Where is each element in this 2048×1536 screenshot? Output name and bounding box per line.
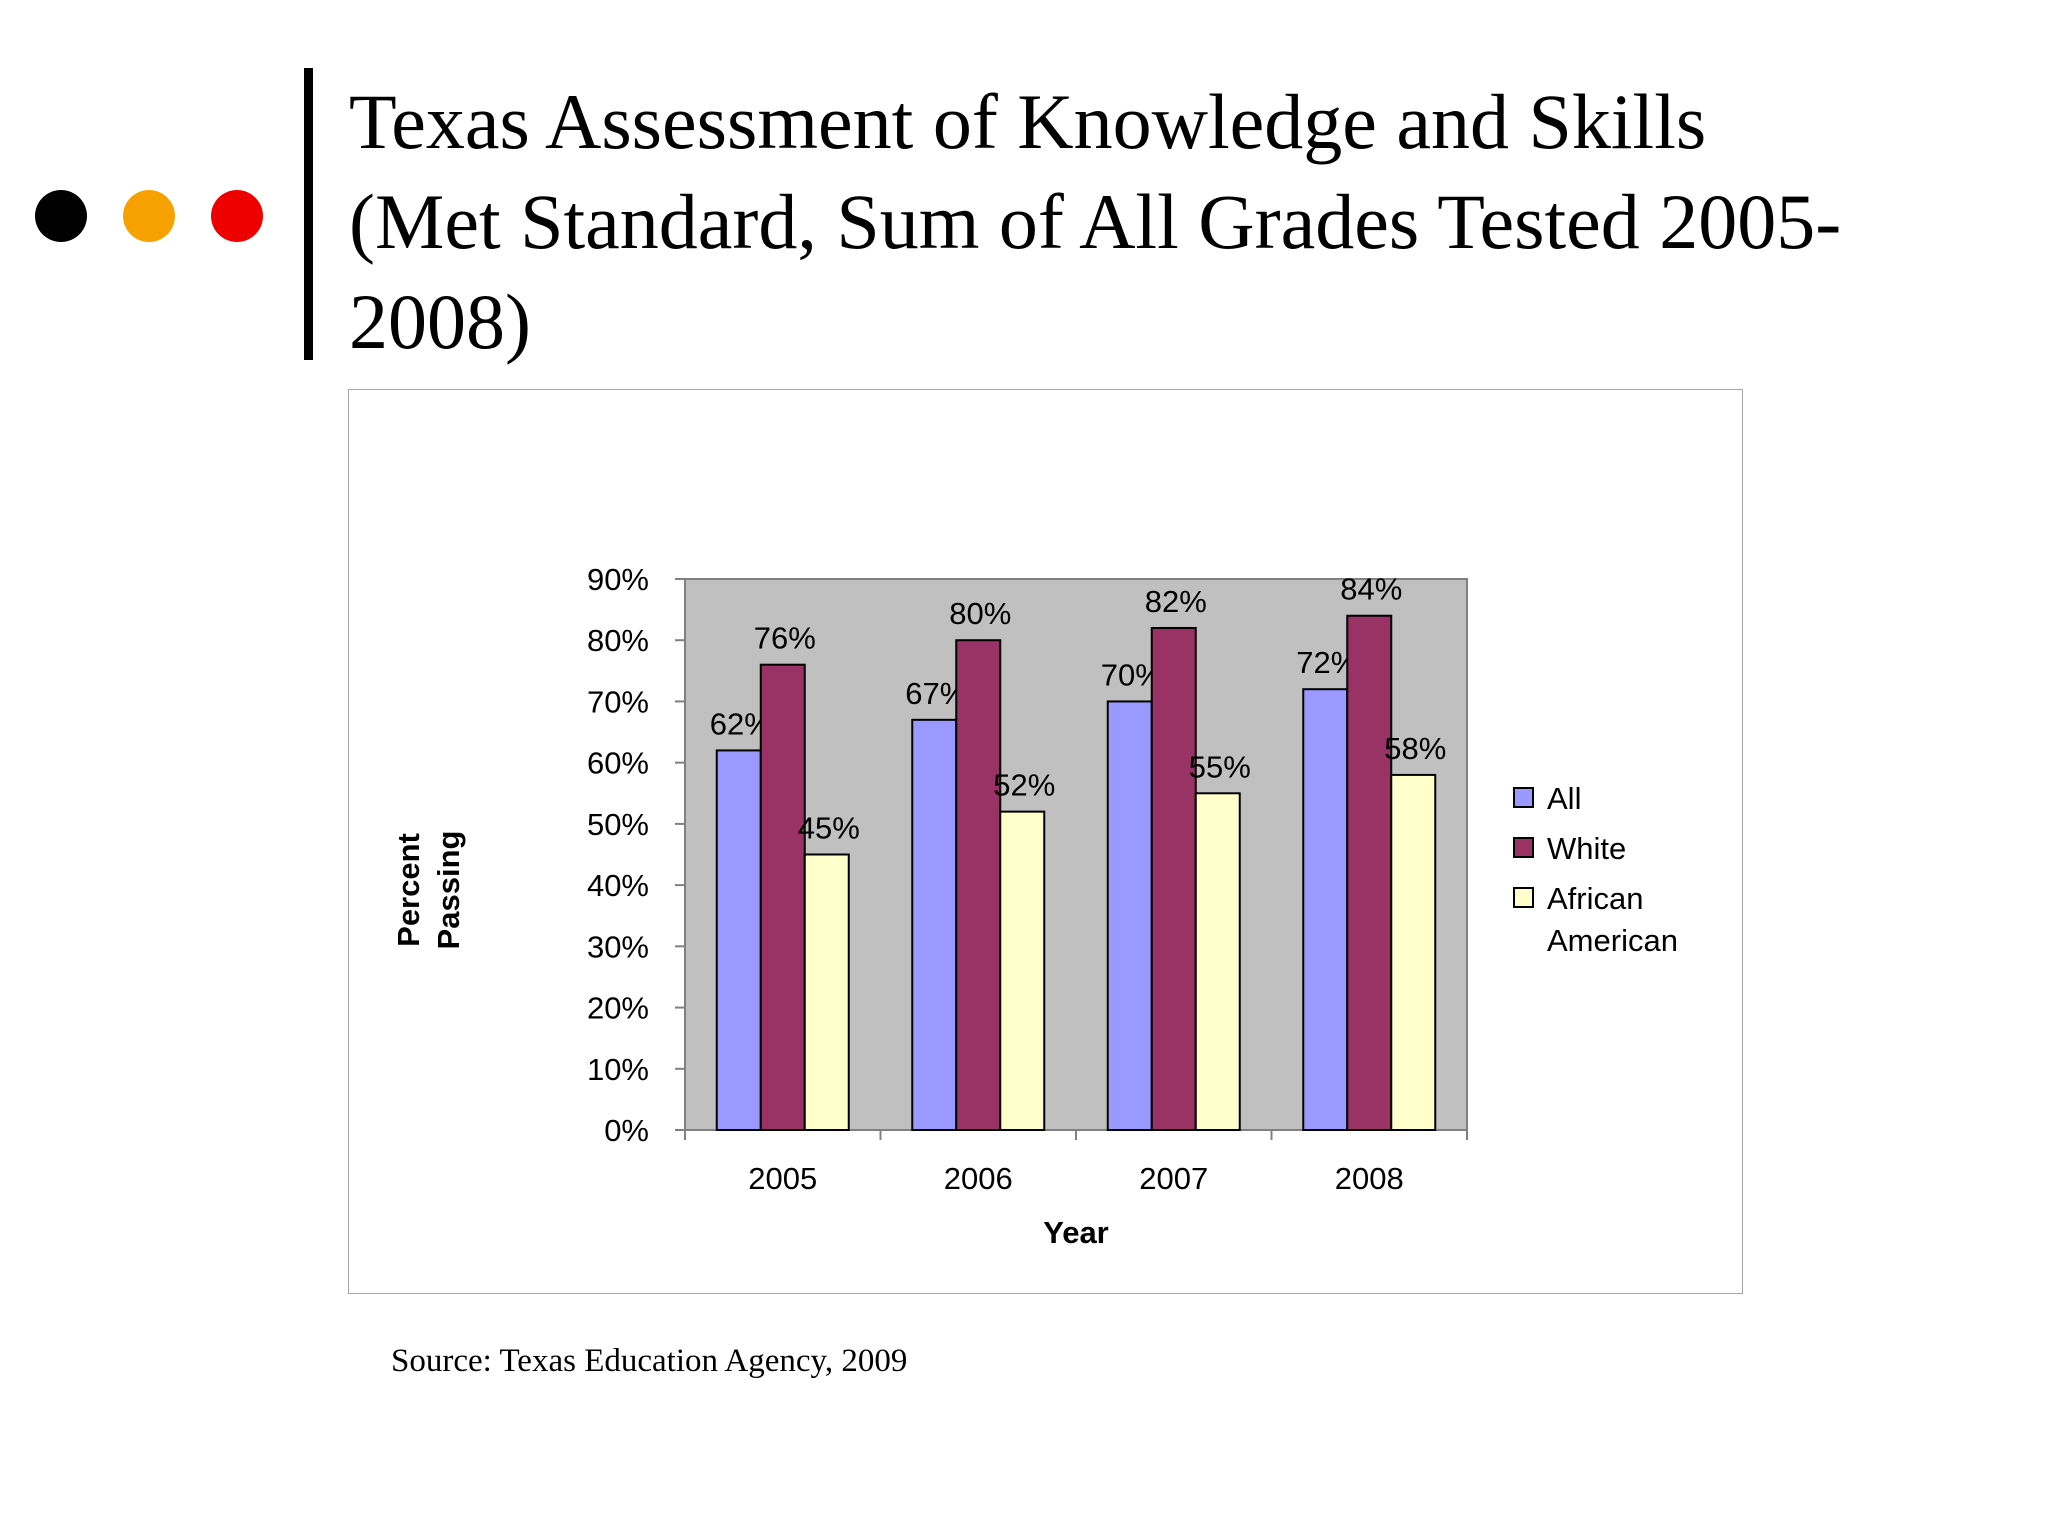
data-label: 84% — [1340, 572, 1402, 607]
x-tick-label: 2007 — [1139, 1161, 1208, 1196]
legend-label-line: White — [1547, 831, 1626, 866]
x-tick-label: 2008 — [1335, 1161, 1404, 1196]
x-tick-label: 2006 — [944, 1161, 1013, 1196]
y-tick-label: 80% — [587, 623, 649, 658]
bar-white-2005 — [759, 663, 806, 1131]
y-axis-title-line: Percent — [391, 833, 426, 947]
title-divider — [304, 68, 313, 360]
bar-white-2006 — [955, 639, 1002, 1131]
legend-swatch-all — [1513, 787, 1534, 808]
bar-all-2007 — [1106, 700, 1153, 1131]
slide-title: Texas Assessment of Knowledge and Skills… — [349, 72, 1999, 372]
chart-container: 0% 10% 20% 30% 40% 50% 60% 70% 80% 90% 62% 76% 45% 20… — [348, 389, 1743, 1294]
bar-chart: 0%10%20%30%40%50%60%70%80%90%62%76%45%20… — [391, 562, 1678, 1250]
y-tick-label: 10% — [587, 1052, 649, 1087]
data-label: 58% — [1384, 731, 1446, 766]
orange-dot-icon — [123, 190, 175, 242]
source-note: Source: Texas Education Agency, 2009 — [391, 1343, 908, 1379]
data-label: 52% — [993, 768, 1055, 803]
legend-swatch-african-american — [1513, 887, 1534, 908]
legend-label-line: American — [1547, 923, 1678, 958]
title-line-2: (Met Standard, Sum of All Grades Tested … — [349, 178, 1842, 265]
title-line-1: Texas Assessment of Knowledge and Skills — [349, 78, 1707, 165]
data-label: 82% — [1145, 584, 1207, 619]
bar-white-2008 — [1346, 614, 1393, 1131]
legend-swatch-white — [1513, 837, 1534, 858]
y-tick-label: 90% — [587, 562, 649, 597]
red-dot-icon — [211, 190, 263, 242]
data-label: 45% — [798, 811, 860, 846]
legend-label-white: White — [1547, 831, 1626, 866]
bar-all-2006 — [911, 718, 958, 1131]
bar-all-2005 — [715, 749, 762, 1131]
y-axis-title-line: Passing — [431, 831, 466, 950]
bar-african-american-2006 — [999, 810, 1046, 1131]
x-tick-label: 2005 — [748, 1161, 817, 1196]
y-tick-label: 20% — [587, 991, 649, 1026]
data-label: 55% — [1189, 749, 1251, 784]
y-tick-label: 70% — [587, 684, 649, 719]
legend-label-african-american: African American — [1547, 881, 1678, 958]
y-tick-label: 40% — [587, 868, 649, 903]
bar-african-american-2005 — [803, 853, 850, 1131]
y-axis-title: Percent Passing — [391, 831, 466, 950]
bar-african-american-2007 — [1194, 792, 1241, 1131]
y-tick-label: 0% — [604, 1113, 649, 1148]
y-tick-label: 30% — [587, 929, 649, 964]
bar-african-american-2008 — [1390, 773, 1437, 1131]
legend-label-line: African — [1547, 881, 1643, 916]
black-dot-icon — [35, 190, 87, 242]
data-label: 76% — [754, 621, 816, 656]
data-label: 80% — [949, 596, 1011, 631]
y-tick-label: 60% — [587, 746, 649, 781]
title-line-3: 2008) — [349, 278, 531, 365]
bullet-dots — [35, 190, 265, 242]
x-axis-title: Year — [1043, 1215, 1109, 1250]
legend-label-line: All — [1547, 781, 1581, 816]
legend-label-all: All — [1547, 781, 1581, 816]
bar-all-2008 — [1302, 688, 1349, 1131]
bar-white-2007 — [1150, 626, 1197, 1131]
y-tick-label: 50% — [587, 807, 649, 842]
